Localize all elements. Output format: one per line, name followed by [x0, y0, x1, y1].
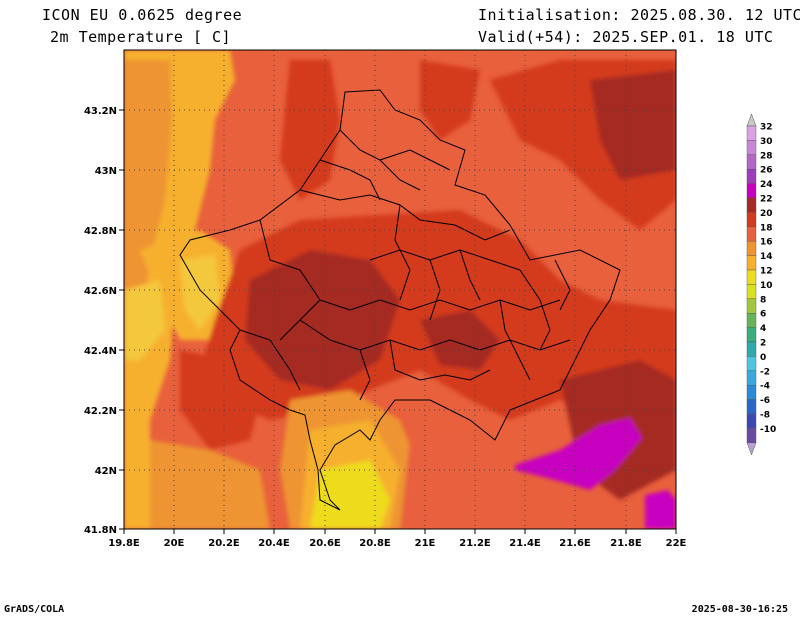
lat-label: 42.4N	[84, 346, 117, 357]
lon-label: 22E	[666, 538, 687, 549]
lon-label: 20.4E	[258, 538, 290, 549]
lon-label: 21E	[415, 538, 436, 549]
colorbar-swatch	[746, 356, 757, 371]
lon-label: 19.8E	[108, 538, 140, 549]
software-credit: GrADS/COLA	[4, 604, 65, 615]
colorbar-swatch	[746, 255, 757, 271]
colorbar-label: -6	[760, 396, 770, 406]
lon-label: 20.2E	[208, 538, 240, 549]
colorbar-label: 6	[760, 310, 766, 320]
lat-label: 41.8N	[84, 525, 117, 536]
lat-label: 42.8N	[84, 226, 117, 237]
axis-ticks	[119, 109, 677, 534]
colorbar-swatch	[746, 413, 757, 429]
map-title-model: ICON EU 0.0625 degree	[42, 6, 243, 24]
colorbar-label: -10	[760, 425, 776, 435]
colorbar-label: 26	[760, 166, 773, 176]
colorbar-label: 12	[760, 267, 773, 277]
colorbar-swatch	[746, 298, 757, 314]
colorbar-label: -8	[760, 411, 770, 421]
lon-label: 21.4E	[509, 538, 541, 549]
colorbar-swatch	[746, 341, 757, 357]
colorbar-label: 32	[760, 123, 773, 133]
lat-label: 43N	[95, 166, 117, 177]
colorbar-label: 2	[760, 339, 766, 349]
colorbar-label: -4	[760, 382, 770, 392]
valid-time: Valid(+54): 2025.SEP.01. 18 UTC	[478, 28, 774, 46]
colorbar-swatch	[746, 284, 757, 299]
colorbar-swatch	[746, 154, 757, 170]
graticule	[124, 50, 676, 529]
lon-label: 20.6E	[309, 538, 341, 549]
colorbar-swatch	[746, 399, 757, 415]
colorbar-swatch	[746, 269, 757, 285]
colorbar-swatch	[746, 327, 757, 343]
lon-label: 20E	[164, 538, 185, 549]
colorbar-label: 28	[760, 151, 773, 161]
colorbar-label: 0	[760, 353, 766, 363]
colorbar-label: 16	[760, 238, 773, 248]
longitude-labels: 19.8E 20E 20.2E 20.4E 20.6E 20.8E 21E 21…	[108, 538, 686, 549]
colorbar-swatch	[746, 183, 757, 199]
lon-label: 21.8E	[610, 538, 642, 549]
colorbar-swatch	[746, 168, 757, 184]
colorbar-swatch	[746, 212, 757, 227]
map-title-variable: 2m Temperature [ C]	[50, 28, 232, 46]
lat-label: 43.2N	[84, 106, 117, 117]
colorbar-swatch	[746, 240, 757, 256]
lat-label: 42.6N	[84, 286, 117, 297]
colorbar-label: 8	[760, 295, 766, 305]
colorbar-label: 22	[760, 195, 773, 205]
latitude-labels: 43.2N 43N 42.8N 42.6N 42.4N 42.2N 42N 41…	[84, 106, 117, 536]
colorbar-swatch	[746, 385, 757, 400]
colorbar-label: 14	[760, 252, 773, 262]
colorbar-swatch	[746, 313, 757, 328]
colorbar-label: 4	[760, 324, 766, 334]
lon-label: 21.6E	[559, 538, 591, 549]
colorbar-swatch	[746, 428, 757, 443]
colorbar-label: 30	[760, 137, 773, 147]
colorbar-label: 20	[760, 209, 773, 219]
colorbar-bottom-cap	[746, 442, 757, 456]
lon-label: 20.8E	[359, 538, 391, 549]
colorbar-label: -2	[760, 367, 770, 377]
colorbar-swatch	[746, 140, 757, 155]
colorbar-label: 18	[760, 223, 773, 233]
lat-label: 42N	[95, 466, 117, 477]
colorbar-label: 10	[760, 281, 773, 291]
colorbar-swatch	[746, 370, 757, 386]
colorbar-label: 24	[760, 180, 773, 190]
lat-label: 42.2N	[84, 406, 117, 417]
lon-label: 21.2E	[459, 538, 491, 549]
colorbar-swatch	[746, 226, 757, 242]
initialisation-time: Initialisation: 2025.08.30. 12 UTC	[478, 6, 800, 24]
colorbar-swatch	[746, 125, 757, 141]
render-timestamp: 2025-08-30-16:25	[691, 604, 788, 615]
colorbar-swatch	[746, 197, 757, 213]
colorbar-top-cap	[746, 113, 757, 127]
